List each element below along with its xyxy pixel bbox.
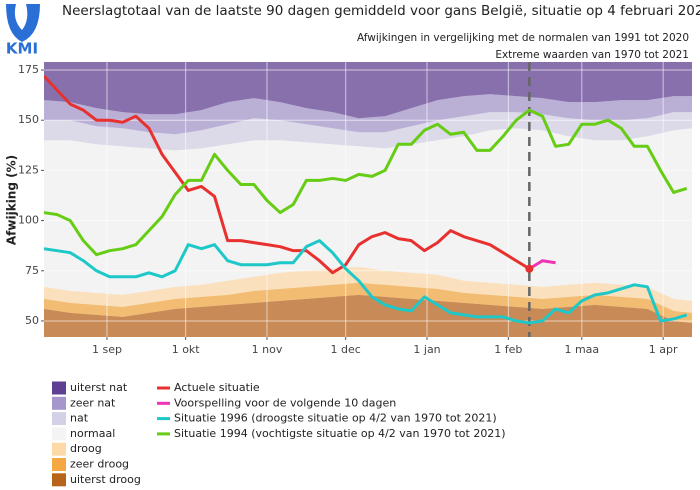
legend-swatch — [52, 381, 66, 395]
legend-swatch — [52, 442, 66, 456]
band-area — [44, 62, 692, 119]
x-tick-label: 1 dec — [331, 343, 361, 356]
x-tick-label: 1 jan — [413, 343, 440, 356]
y-tick-label: 100 — [18, 214, 39, 227]
legend-label: zeer nat — [70, 396, 116, 409]
series-line — [528, 259, 556, 271]
logo-mark — [6, 4, 40, 42]
y-tick-label: 75 — [25, 264, 39, 277]
current-point — [525, 264, 534, 273]
x-tick-label: 1 sep — [92, 343, 122, 356]
legend-label: Situatie 1994 (vochtigste situatie op 4/… — [174, 427, 506, 440]
legend-label: droog — [70, 442, 102, 455]
legend: uiterst nat zeer nat nat normaal droog zeer d… — [52, 381, 506, 487]
x-tick-label: 1 maa — [564, 343, 599, 356]
legend-swatch — [52, 427, 66, 441]
y-axis-label: Afwijking (%) — [5, 155, 19, 245]
x-tick-label: 1 apr — [649, 343, 678, 356]
legend-label: Situatie 1996 (droogste situatie op 4/2 … — [174, 412, 497, 425]
logo-text: KMI — [6, 40, 38, 58]
x-tick-label: 1 okt — [172, 343, 201, 356]
band-area — [44, 266, 692, 313]
series-line — [44, 108, 688, 257]
legend-label: nat — [70, 412, 89, 425]
y-tick-label: 125 — [18, 163, 39, 176]
y-tick-label: 150 — [18, 113, 39, 126]
legend-swatch — [52, 396, 66, 410]
x-tick-label: 1 feb — [494, 343, 522, 356]
y-tick-label: 50 — [25, 314, 39, 327]
legend-label: uiterst droog — [70, 473, 141, 486]
axes: 50 75 100 125 150 175 1 sep 1 okt 1 nov 1 dec 1 ja… — [18, 63, 678, 356]
band-area — [44, 294, 692, 337]
legend-label: Actuele situatie — [174, 381, 260, 394]
x-tick-label: 1 nov — [252, 343, 283, 356]
legend-swatch — [52, 458, 66, 471]
subtitle: Afwijkingen in vergelijking met de norma… — [357, 32, 689, 44]
plot-area — [44, 62, 692, 337]
series-line — [44, 75, 531, 275]
series-line — [44, 239, 688, 325]
chart-title: Neerslagtotaal van de laatste 90 dagen g… — [62, 3, 700, 19]
band-area — [44, 94, 692, 135]
subtitle: Extreme waarden van 1970 tot 2021 — [495, 49, 689, 61]
legend-label: normaal — [70, 427, 115, 440]
band-area — [44, 112, 692, 151]
legend-swatch — [52, 412, 66, 426]
y-tick-label: 175 — [18, 63, 39, 76]
legend-label: Voorspelling voor de volgende 10 dagen — [174, 396, 396, 409]
legend-label: uiterst nat — [70, 381, 128, 394]
legend-label: zeer droog — [70, 458, 129, 471]
legend-swatch — [52, 473, 66, 487]
